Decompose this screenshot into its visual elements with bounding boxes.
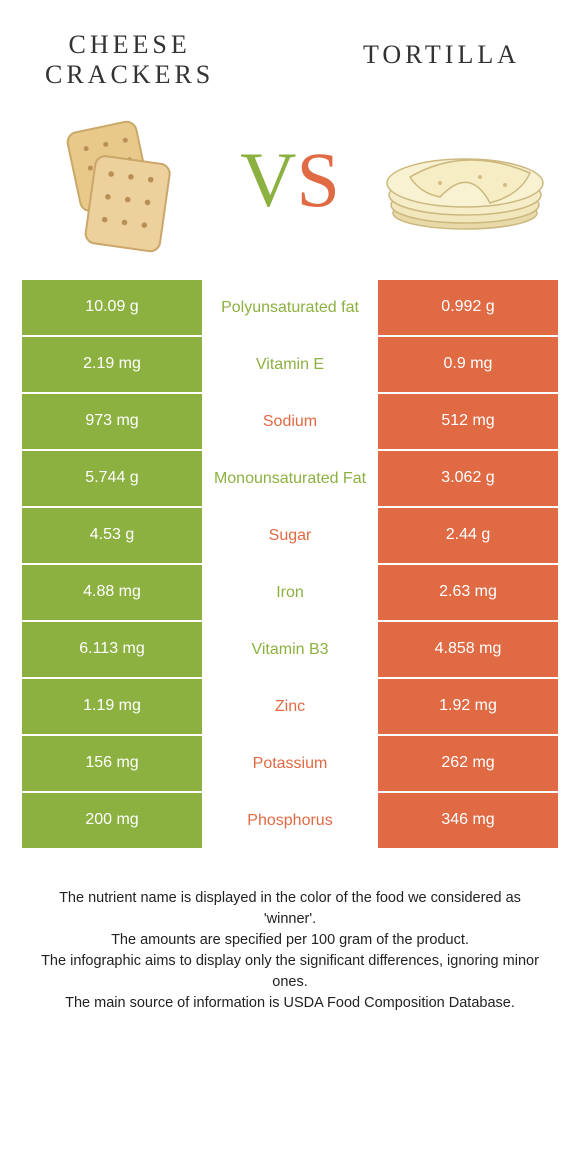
nutrient-label: Monounsaturated Fat: [202, 451, 378, 506]
vs-v: V: [240, 136, 296, 223]
left-value: 973 mg: [22, 394, 202, 449]
footer-line-2: The amounts are specified per 100 gram o…: [35, 930, 545, 951]
left-value: 1.19 mg: [22, 679, 202, 734]
left-value: 4.53 g: [22, 508, 202, 563]
nutrient-label: Vitamin B3: [202, 622, 378, 677]
tortilla-image: [380, 100, 550, 260]
right-value: 0.9 mg: [378, 337, 558, 392]
crackers-image: [30, 100, 200, 260]
nutrient-label: Iron: [202, 565, 378, 620]
table-row: 1.19 mgZinc1.92 mg: [22, 677, 558, 734]
left-value: 4.88 mg: [22, 565, 202, 620]
table-row: 200 mgPhosphorus346 mg: [22, 791, 558, 848]
right-value: 3.062 g: [378, 451, 558, 506]
vs-s: S: [296, 136, 339, 223]
comparison-table: 10.09 gPolyunsaturated fat0.992 g2.19 mg…: [22, 280, 558, 848]
right-value: 4.858 mg: [378, 622, 558, 677]
footer-line-1: The nutrient name is displayed in the co…: [35, 888, 545, 930]
right-value: 262 mg: [378, 736, 558, 791]
right-value: 2.63 mg: [378, 565, 558, 620]
table-row: 4.88 mgIron2.63 mg: [22, 563, 558, 620]
table-row: 6.113 mgVitamin B34.858 mg: [22, 620, 558, 677]
right-value: 0.992 g: [378, 280, 558, 335]
nutrient-label: Sodium: [202, 394, 378, 449]
nutrient-label: Potassium: [202, 736, 378, 791]
left-value: 5.744 g: [22, 451, 202, 506]
nutrient-label: Sugar: [202, 508, 378, 563]
table-row: 156 mgPotassium262 mg: [22, 734, 558, 791]
nutrient-label: Polyunsaturated fat: [202, 280, 378, 335]
left-value: 200 mg: [22, 793, 202, 848]
footer-notes: The nutrient name is displayed in the co…: [0, 848, 580, 1014]
right-value: 346 mg: [378, 793, 558, 848]
header: CHEESE CRACKERS TORTILLA: [0, 0, 580, 100]
vs-row: VS: [0, 100, 580, 270]
left-value: 156 mg: [22, 736, 202, 791]
left-value: 6.113 mg: [22, 622, 202, 677]
table-row: 4.53 gSugar2.44 g: [22, 506, 558, 563]
right-value: 1.92 mg: [378, 679, 558, 734]
right-food-title: TORTILLA: [363, 40, 520, 70]
vs-label: VS: [240, 135, 340, 225]
left-value: 2.19 mg: [22, 337, 202, 392]
left-value: 10.09 g: [22, 280, 202, 335]
nutrient-label: Vitamin E: [202, 337, 378, 392]
table-row: 10.09 gPolyunsaturated fat0.992 g: [22, 280, 558, 335]
table-row: 5.744 gMonounsaturated Fat3.062 g: [22, 449, 558, 506]
right-value: 2.44 g: [378, 508, 558, 563]
footer-line-4: The main source of information is USDA F…: [35, 993, 545, 1014]
footer-line-3: The infographic aims to display only the…: [35, 951, 545, 993]
left-title-line1: CHEESE: [69, 30, 191, 59]
nutrient-label: Zinc: [202, 679, 378, 734]
table-row: 2.19 mgVitamin E0.9 mg: [22, 335, 558, 392]
left-title-line2: CRACKERS: [45, 60, 214, 89]
table-row: 973 mgSodium512 mg: [22, 392, 558, 449]
left-food-title: CHEESE CRACKERS: [45, 30, 214, 90]
nutrient-label: Phosphorus: [202, 793, 378, 848]
right-value: 512 mg: [378, 394, 558, 449]
